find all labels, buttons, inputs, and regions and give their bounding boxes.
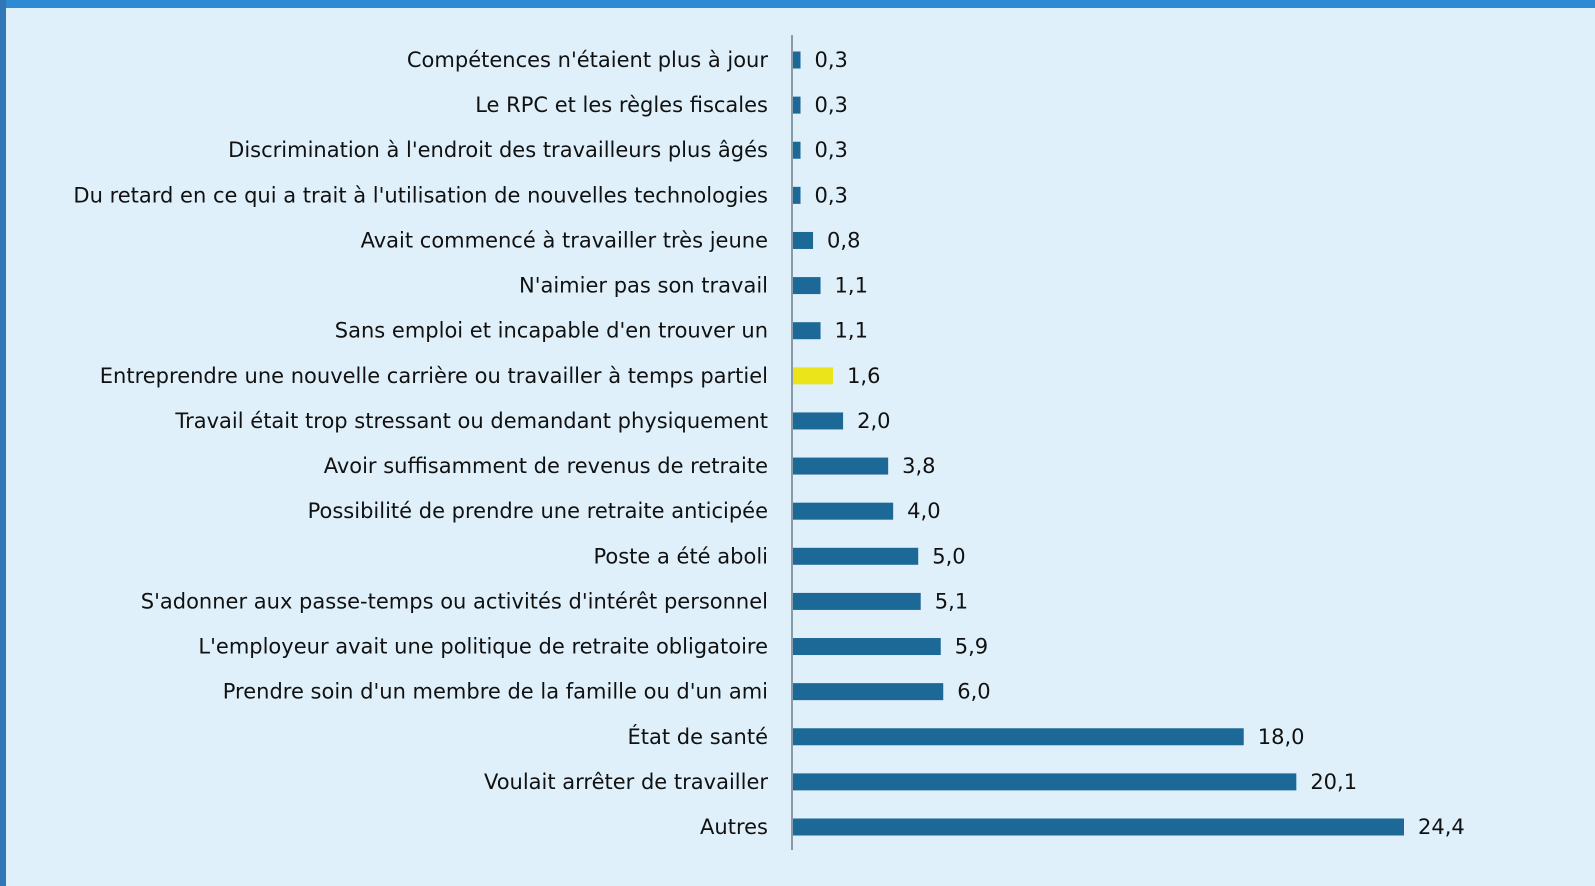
value-label: 5,0	[932, 544, 965, 568]
bar	[793, 141, 801, 159]
value-label: 1,6	[847, 364, 880, 388]
bar	[793, 818, 1404, 836]
value-label: 4,0	[907, 499, 940, 523]
category-label: Entreprendre une nouvelle carrière ou tr…	[100, 364, 768, 388]
category-label: Le RPC et les règles fiscales	[475, 93, 768, 117]
top-border	[0, 0, 1595, 8]
category-label: Voulait arrêter de travailler	[484, 770, 768, 794]
value-label: 0,3	[815, 138, 848, 162]
bar	[793, 457, 889, 475]
value-label: 2,0	[857, 409, 890, 433]
bar	[793, 96, 801, 114]
bar	[793, 773, 1297, 791]
bar	[793, 186, 801, 204]
bar	[793, 592, 921, 610]
category-label: Poste a été aboli	[593, 544, 768, 568]
value-label: 24,4	[1418, 815, 1465, 839]
bar	[793, 231, 814, 249]
bar	[793, 322, 821, 340]
category-label: Du retard en ce qui a trait à l'utilisat…	[73, 183, 768, 207]
category-label: Discrimination à l'endroit des travaille…	[228, 138, 768, 162]
value-label: 5,9	[955, 635, 988, 659]
bar	[793, 277, 821, 295]
value-label: 0,8	[827, 228, 860, 252]
category-label: Avoir suffisamment de revenus de retrait…	[324, 454, 768, 478]
value-label: 3,8	[902, 454, 935, 478]
value-label: 0,3	[815, 183, 848, 207]
left-border	[0, 0, 6, 886]
category-label: Autres	[700, 815, 768, 839]
bar	[793, 547, 919, 565]
value-label: 18,0	[1258, 725, 1305, 749]
category-label: Sans emploi et incapable d'en trouver un	[335, 319, 768, 343]
bar	[793, 51, 801, 69]
bar	[793, 502, 894, 520]
value-label: 5,1	[935, 589, 968, 613]
category-label: S'adonner aux passe-temps ou activités d…	[141, 589, 768, 613]
bar	[793, 728, 1244, 746]
bar	[793, 683, 944, 701]
value-label: 1,1	[835, 274, 868, 298]
category-label: Travail était trop stressant ou demandan…	[174, 409, 768, 433]
value-label: 6,0	[957, 680, 990, 704]
category-label: Prendre soin d'un membre de la famille o…	[223, 680, 768, 704]
value-label: 20,1	[1310, 770, 1357, 794]
category-label: État de santé	[628, 724, 768, 749]
category-label: Compétences n'étaient plus à jour	[407, 48, 768, 72]
bar	[793, 412, 844, 430]
category-label: L'employeur avait une politique de retra…	[198, 635, 768, 659]
bar	[793, 638, 941, 656]
category-label: N'aimier pas son travail	[519, 274, 768, 298]
value-label: 0,3	[815, 48, 848, 72]
value-label: 1,1	[835, 319, 868, 343]
category-label: Avait commencé à travailler très jeune	[361, 228, 768, 252]
bar	[793, 367, 834, 385]
category-label: Possibilité de prendre une retraite anti…	[308, 499, 768, 523]
value-label: 0,3	[815, 93, 848, 117]
